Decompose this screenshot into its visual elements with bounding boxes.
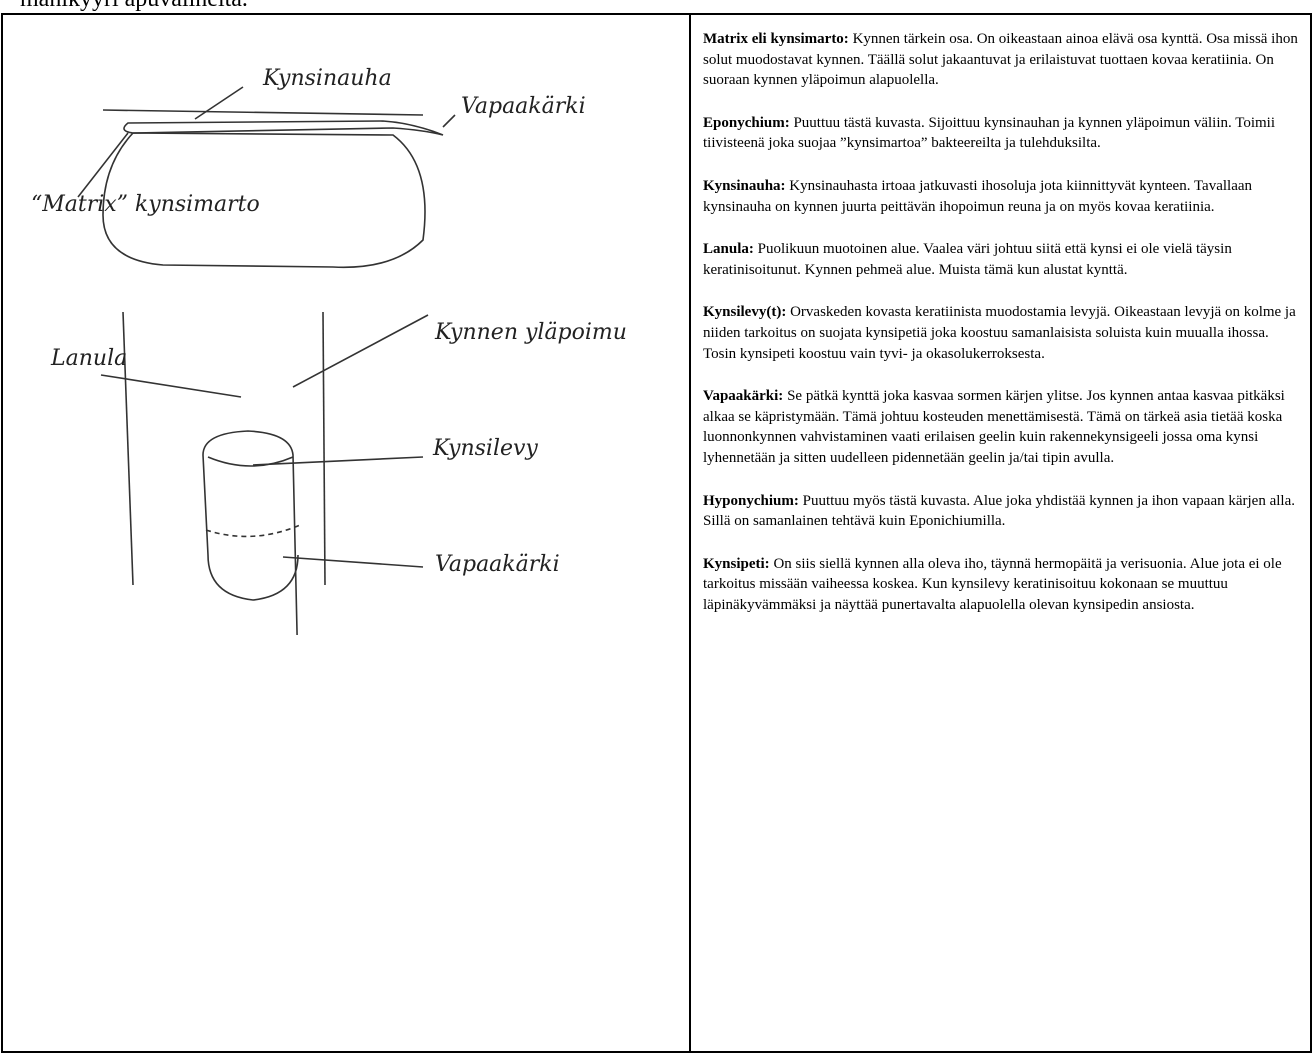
header-text: manikyyri apuvälineitä.	[20, 0, 248, 13]
entry: Vapaakärki: Se pätkä kynttä joka kasvaa …	[703, 386, 1302, 468]
entry-text: Puuttuu myös tästä kuvasta. Alue joka yh…	[703, 492, 1295, 530]
diagram-cell: Kynsinauha Vapaakärki “Matrix” kynsimart…	[3, 15, 691, 1051]
entry-term: Eponychium:	[703, 114, 790, 131]
entry: Kynsilevy(t): Orvaskeden kovasta keratii…	[703, 302, 1302, 364]
entry-text: Kynsinauhasta irtoaa jatkuvasti ihosoluj…	[703, 177, 1253, 215]
entry-text: Se pätkä kynttä joka kasvaa sormen kärje…	[703, 388, 1285, 466]
diagram-label: Kynnen yläpoimu	[434, 320, 627, 345]
nail-diagram: Kynsinauha Vapaakärki “Matrix” kynsimart…	[31, 66, 627, 676]
entry-text: On siis siellä kynnen alla oleva iho, tä…	[703, 555, 1282, 613]
entry-term: Kynsipeti:	[703, 555, 770, 572]
entry-text: Orvaskeden kovasta keratiinista muodosta…	[703, 304, 1296, 362]
entry-text: Kynnen tärkein osa. On oikeastaan ainoa …	[703, 31, 1298, 89]
diagram-label: Kynsinauha	[262, 66, 392, 91]
entry-term: Kynsinauha:	[703, 177, 786, 194]
diagram-label: Lanula	[50, 346, 127, 371]
entry-term: Matrix eli kynsimarto:	[703, 31, 849, 47]
entry-term: Kynsilevy(t):	[703, 304, 787, 321]
entry: Lanula: Puolikuun muotoinen alue. Vaalea…	[703, 239, 1302, 280]
table: Kynsinauha Vapaakärki “Matrix” kynsimart…	[1, 13, 1312, 1053]
entry-term: Vapaakärki:	[703, 388, 784, 405]
entry-term: Hyponychium:	[703, 492, 799, 509]
diagram-label: Vapaakärki	[461, 94, 586, 119]
description-cell: Matrix eli kynsimarto: Kynnen tärkein os…	[691, 15, 1312, 637]
entry: Kynsipeti: On siis siellä kynnen alla ol…	[703, 554, 1302, 616]
entry: Hyponychium: Puuttuu myös tästä kuvasta.…	[703, 491, 1302, 532]
entry-text: Puuttuu tästä kuvasta. Sijoittuu kynsina…	[703, 114, 1276, 152]
diagram-label: Vapaakärki	[435, 552, 560, 577]
entry: Matrix eli kynsimarto: Kynnen tärkein os…	[703, 29, 1302, 91]
entry: Eponychium: Puuttuu tästä kuvasta. Sijoi…	[703, 113, 1302, 154]
diagram-label: “Matrix” kynsimarto	[31, 192, 260, 217]
entry-text: Puolikuun muotoinen alue. Vaalea väri jo…	[703, 241, 1232, 278]
entry: Kynsinauha: Kynsinauhasta irtoaa jatkuva…	[703, 176, 1302, 217]
entry-term: Lanula:	[703, 241, 754, 258]
diagram-label: Kynsilevy	[432, 436, 538, 461]
